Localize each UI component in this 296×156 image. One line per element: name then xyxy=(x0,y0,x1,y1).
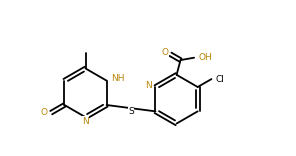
Text: S: S xyxy=(128,107,134,117)
Text: NH: NH xyxy=(111,74,124,83)
Text: Cl: Cl xyxy=(215,75,224,84)
Text: N: N xyxy=(145,81,152,90)
Text: O: O xyxy=(41,108,48,117)
Text: N: N xyxy=(82,117,89,126)
Text: O: O xyxy=(161,48,168,57)
Text: OH: OH xyxy=(199,53,213,62)
